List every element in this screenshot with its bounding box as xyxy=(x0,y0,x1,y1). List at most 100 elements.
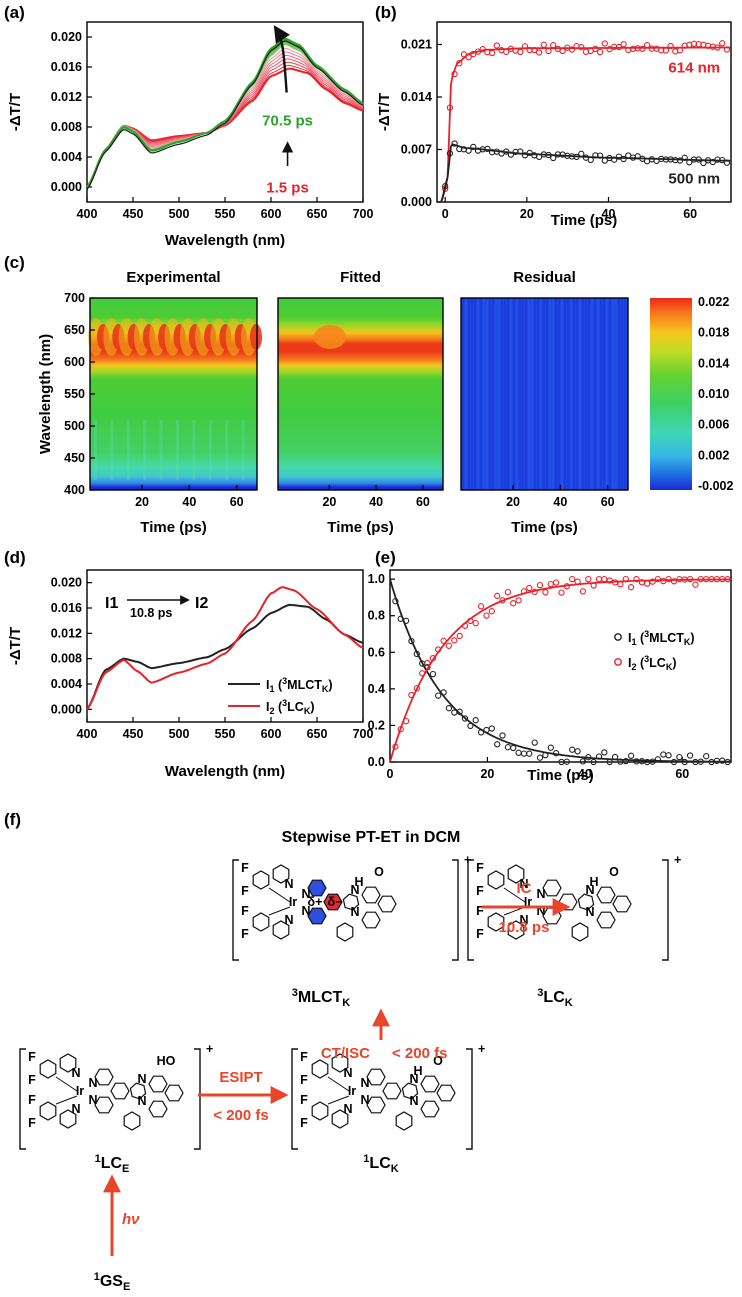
ring xyxy=(311,1101,329,1121)
atom-label: F xyxy=(241,904,249,918)
chart-e-point xyxy=(585,754,592,761)
chart-a-frame xyxy=(86,21,364,203)
chart-b-point xyxy=(681,154,688,161)
chart-e-point xyxy=(665,752,672,759)
chart-e-point xyxy=(686,575,694,583)
chart-e-point xyxy=(456,708,463,715)
label-ctisc-time: < 200 fs xyxy=(392,1045,447,1062)
chart-e-point xyxy=(606,577,613,584)
chart-a-xtick-label: 450 xyxy=(123,207,144,221)
chart-a-ytick-label: 0.008 xyxy=(51,120,82,134)
chart-e-point xyxy=(547,744,554,751)
chart-e-point xyxy=(579,588,587,595)
chart-e-point xyxy=(724,758,731,766)
chart-d-ytick-label: 0.000 xyxy=(51,702,82,716)
chart-e-point xyxy=(440,689,447,696)
chart-a-xtick-label: 500 xyxy=(169,207,190,221)
chart-b-ytick-label: 0.000 xyxy=(401,195,432,209)
atom-label: N xyxy=(519,913,528,927)
chart-b-point xyxy=(517,148,524,155)
chart-e-point xyxy=(649,578,656,585)
ring xyxy=(59,1109,77,1129)
ring xyxy=(94,1096,114,1114)
heatmap-ytick-label: 650 xyxy=(64,323,85,337)
chart-b-point xyxy=(568,153,576,160)
chart-e-point xyxy=(461,715,469,722)
atom-label: N xyxy=(71,1066,80,1080)
atom-label: N xyxy=(343,1066,352,1080)
chart-b-ytick-label: 0.014 xyxy=(401,90,432,104)
heatmap-xtick-label: 20 xyxy=(135,495,149,509)
heatmap-xtick-label: 40 xyxy=(553,495,567,509)
chart-e-point xyxy=(579,758,587,765)
ring xyxy=(307,907,327,925)
chart-e-point xyxy=(392,743,399,750)
label-esipt-time: < 200 fs xyxy=(213,1107,268,1124)
atom-label: Ir xyxy=(348,1084,356,1098)
chart-a-trend-arrow xyxy=(273,25,290,93)
ring xyxy=(420,1100,440,1118)
charge-label: + xyxy=(206,1042,213,1056)
chart-d-ytick-label: 0.004 xyxy=(51,677,82,691)
chart-b-xlabel: Time (ps) xyxy=(551,212,617,229)
chart-d-ytick-label: 0.012 xyxy=(51,626,82,640)
atom-label: HO xyxy=(157,1054,176,1068)
atom-label: N xyxy=(350,905,359,919)
ring xyxy=(272,920,290,940)
chart-d-species-spectra: 400 450 500 550 600 650 700 0.000 0.004 0.008 0.01… xyxy=(7,569,373,780)
chart-b-point xyxy=(521,43,529,50)
ring xyxy=(571,922,589,942)
atom-label: N xyxy=(585,905,594,919)
chart-d-xtick-label: 400 xyxy=(77,727,98,741)
chart-e-legend-label: I2 (3LCK) xyxy=(628,654,677,672)
chart-b-point xyxy=(507,151,515,158)
chart-e-point xyxy=(724,575,731,583)
chart-e-point xyxy=(595,753,603,760)
chart-b-point xyxy=(667,42,674,50)
colorbar-tick-label: 0.014 xyxy=(698,356,729,370)
heatmap-xlabel: Time (ps) xyxy=(511,519,577,536)
chart-a-series-line xyxy=(86,39,364,188)
atom-label: F xyxy=(300,1093,308,1107)
heatmap-frame xyxy=(460,297,629,491)
atom-label: N xyxy=(350,883,359,897)
chart-d-xtick-label: 600 xyxy=(261,727,282,741)
atom-label: F xyxy=(476,927,484,941)
chart-b-point xyxy=(517,48,524,56)
chart-e-point xyxy=(467,617,474,625)
atom-label: N xyxy=(88,1076,97,1090)
state-1lck: 1LCK xyxy=(363,1153,398,1175)
chart-e-legend-label: I1 (3MLCTK) xyxy=(628,629,695,647)
chart-a-spectra: 400 450 500 550 600 650 700 0.000 0.004 0.008 0.01… xyxy=(7,21,373,249)
ring xyxy=(361,911,381,929)
scheme-title: Stepwise PT-ET in DCM xyxy=(282,829,461,846)
chart-b-point xyxy=(545,47,552,55)
chart-b-point xyxy=(503,148,510,155)
atom-label: N xyxy=(360,1076,369,1090)
heatmap-xtick-label: 40 xyxy=(369,495,383,509)
ring xyxy=(148,1075,168,1093)
chart-e-xtick-label: 60 xyxy=(675,767,689,781)
chart-b-point xyxy=(479,46,486,53)
chart-b-point xyxy=(601,40,608,47)
chart-e-populations: 0 20 40 60 0.0 0.2 0.4 0.6 0.8 1.0 I1 (3MLCTK) I2 (… xyxy=(368,569,732,784)
atom-label: N xyxy=(137,1072,146,1086)
ring xyxy=(323,893,343,911)
atom-label: F xyxy=(476,884,484,898)
chart-e-xlabel: Time (ps) xyxy=(527,767,593,784)
heatmap-residual xyxy=(461,298,628,490)
chart-e-point xyxy=(644,580,651,587)
label-ic: IC xyxy=(517,880,532,897)
chart-e-point xyxy=(435,692,442,699)
chart-b-point xyxy=(601,157,608,164)
chart-e-point xyxy=(670,578,678,585)
atom-label: F xyxy=(300,1050,308,1064)
atom-label: N xyxy=(284,913,293,927)
panel-label-e: (e) xyxy=(375,548,396,567)
chart-b-point xyxy=(493,42,500,49)
chart-a-xtick-label: 400 xyxy=(77,207,98,221)
chart-a-series-line xyxy=(86,51,364,188)
chart-b-point xyxy=(451,140,458,147)
chart-a-ytick-label: 0.004 xyxy=(51,150,82,164)
